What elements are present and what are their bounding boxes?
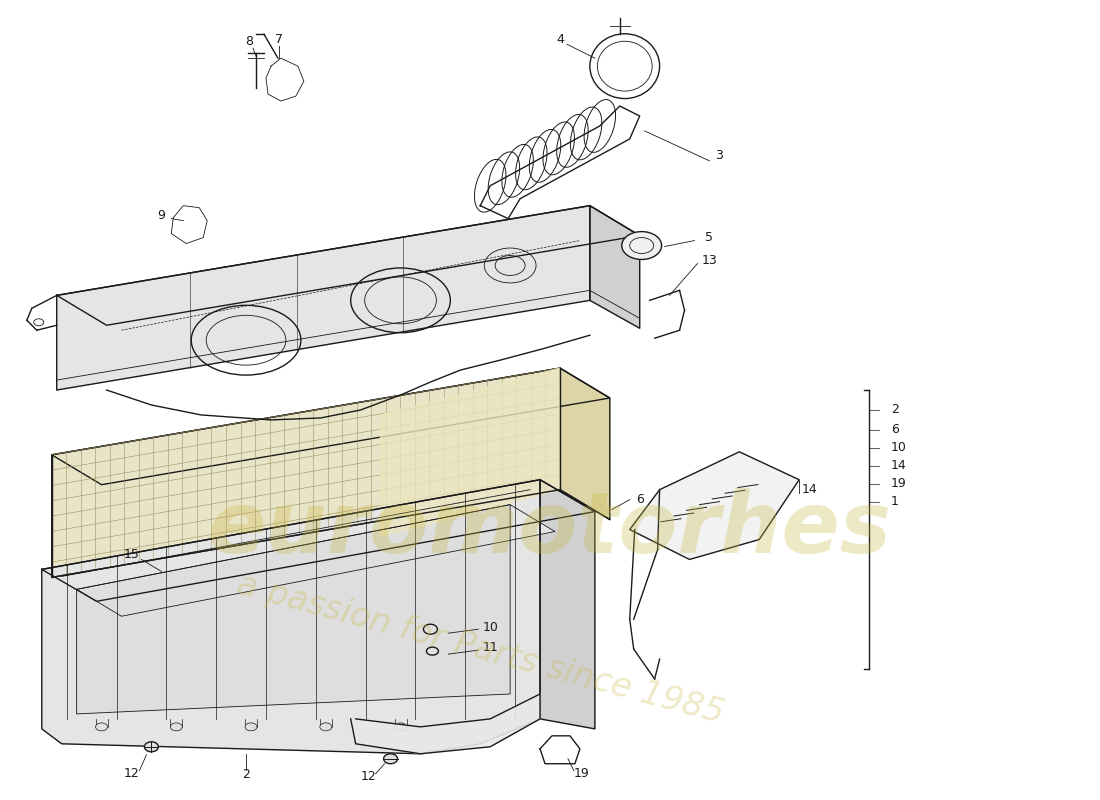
Text: a passion for Parts since 1985: a passion for Parts since 1985 (233, 568, 727, 730)
Text: 10: 10 (482, 621, 498, 634)
Text: 11: 11 (482, 641, 498, 654)
Ellipse shape (96, 723, 108, 731)
Polygon shape (629, 452, 799, 559)
Text: euromotorhes: euromotorhes (208, 488, 892, 571)
Text: 1: 1 (891, 495, 899, 508)
Text: 12: 12 (361, 770, 376, 783)
Ellipse shape (384, 754, 397, 764)
Text: 3: 3 (715, 150, 724, 162)
Polygon shape (351, 694, 540, 754)
Text: 5: 5 (705, 231, 714, 244)
Ellipse shape (427, 647, 439, 655)
Text: 9: 9 (157, 209, 165, 222)
Ellipse shape (170, 723, 183, 731)
Polygon shape (52, 368, 609, 485)
Polygon shape (560, 368, 609, 519)
Text: 2: 2 (891, 403, 899, 417)
Text: 19: 19 (574, 767, 590, 780)
Polygon shape (590, 206, 640, 328)
Text: 2: 2 (242, 768, 250, 781)
Text: 15: 15 (123, 548, 140, 561)
Text: 10: 10 (891, 442, 906, 454)
Polygon shape (42, 480, 540, 754)
Polygon shape (77, 505, 556, 616)
Polygon shape (77, 505, 510, 714)
Ellipse shape (320, 723, 332, 731)
Polygon shape (57, 206, 590, 390)
Ellipse shape (395, 723, 407, 731)
Ellipse shape (621, 231, 661, 259)
Ellipse shape (144, 742, 158, 752)
Text: 4: 4 (556, 33, 564, 46)
Polygon shape (57, 206, 640, 326)
Polygon shape (42, 480, 595, 602)
Ellipse shape (424, 624, 438, 634)
Text: 12: 12 (123, 767, 140, 780)
Polygon shape (381, 368, 560, 537)
Text: 6: 6 (891, 423, 899, 436)
Text: 8: 8 (245, 34, 253, 48)
Text: 19: 19 (891, 478, 906, 490)
Polygon shape (540, 480, 595, 729)
Text: 14: 14 (801, 483, 817, 496)
Text: 13: 13 (702, 254, 717, 267)
Text: 7: 7 (275, 33, 283, 46)
Polygon shape (52, 368, 560, 578)
Text: 6: 6 (636, 493, 644, 506)
Text: 14: 14 (891, 459, 906, 472)
Ellipse shape (245, 723, 257, 731)
